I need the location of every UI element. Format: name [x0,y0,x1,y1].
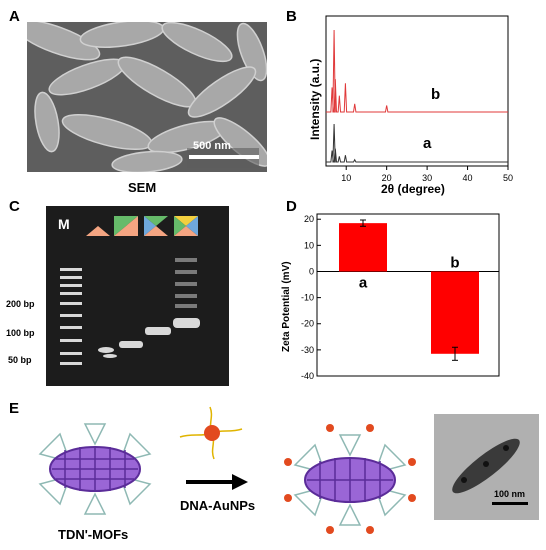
tdn-mof-illustration [38,423,152,515]
sem-image: 500 nm [27,22,267,172]
zeta-tick-label: 20 [304,214,314,224]
scale-bar [189,155,259,159]
zeta-axes-frame [316,213,500,377]
xrd-series-b [326,29,508,113]
xrd-tick-label: 50 [503,173,513,183]
panel-letter-a: A [9,8,20,25]
zeta-bar-label: a [359,274,368,291]
xrd-tick-label: 20 [382,173,392,183]
lane-icons [86,216,198,236]
ladder-band [60,292,82,295]
ladder-band [60,326,82,329]
xrd-ticks-group: 10 20 30 40 50 [341,166,513,183]
label-tdn-mofs: TDN'-MOFs [58,527,129,542]
xrd-tick-label: 10 [341,173,351,183]
ladder-band [60,284,82,287]
ladder-band [60,339,82,342]
xrd-label-b: b [431,86,440,103]
ladder-band [60,362,82,365]
tem-scale-label: 100 nm [494,489,526,499]
zeta-bar-label: b [450,254,459,271]
zeta-tick-label: -20 [301,319,314,329]
tem-scale-bar [492,502,528,505]
tem-image: 100 nm [434,414,539,520]
xrd-tick-label: 30 [422,173,432,183]
zeta-tick-label: -30 [301,345,314,355]
ladder-band [60,352,82,355]
dna-aunp-illustration [179,406,243,460]
scale-bar-label: 500 nm [193,140,231,152]
zeta-bar-b [431,271,479,354]
ladder-label-50: 50 bp [8,355,32,365]
zeta-tick-label: -10 [301,293,314,303]
xrd-ylabel: Intensity (a.u.) [308,59,322,140]
arrow-icon [186,474,248,490]
xrd-series-group [326,29,508,163]
panel-letter-e: E [9,400,20,417]
ladder-band [60,276,82,279]
zeta-bar-a [339,223,387,272]
ladder-band [60,314,82,317]
xrd-xlabel: 2θ (degree) [381,182,445,196]
ladder-band [60,302,82,305]
mof-aunp-illustration [284,424,416,534]
lane-marker-m: M [58,216,70,232]
ladder-label-100: 100 bp [6,328,35,338]
zeta-bars-group: ab [339,219,479,361]
xrd-label-a: a [423,135,432,152]
gel-image: M [46,206,229,386]
zeta-tick-label: -40 [301,371,314,381]
sem-caption: SEM [128,180,157,195]
xrd-series-a [326,123,508,163]
panel-letter-d: D [286,198,297,215]
xrd-tick-label: 40 [463,173,473,183]
ladder-band [60,268,82,271]
label-dna-aunps: DNA-AuNPs [180,498,256,513]
ladder-label-200: 200 bp [6,299,35,309]
zeta-ylabel: Zeta Potential (mV) [281,261,292,352]
zeta-tick-label: 10 [304,240,314,250]
panel-letter-b: B [286,8,297,25]
zeta-tick-label: 0 [309,266,314,276]
xrd-axes-frame [325,15,509,167]
panel-letter-c: C [9,198,20,215]
xrd-chart: 10 20 30 40 50 b a Intensity (a.u.) 2θ (degr… [308,15,513,196]
